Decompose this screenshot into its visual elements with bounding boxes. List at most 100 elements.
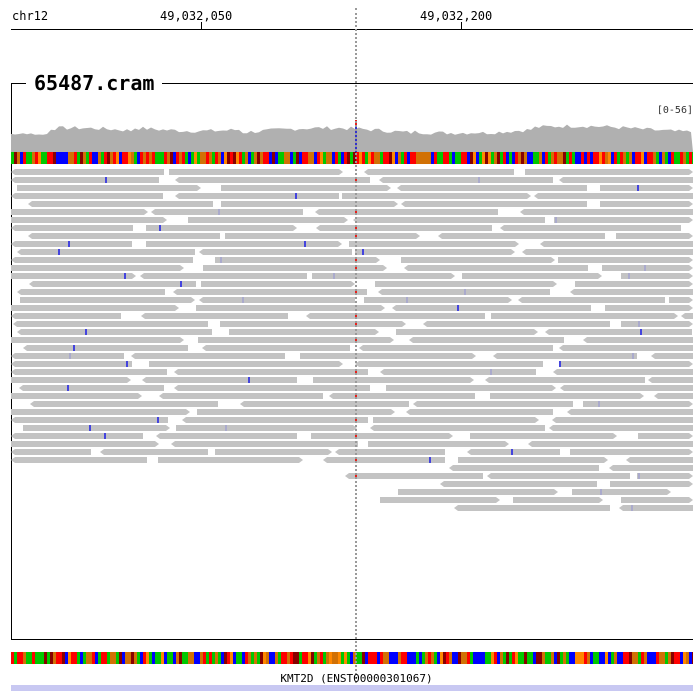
mismatch-base: [429, 457, 431, 463]
mismatch-base: [242, 297, 244, 303]
reference-base: [476, 152, 479, 164]
reference-base: [122, 652, 125, 664]
reference-base: [335, 652, 338, 664]
aligned-read: [11, 393, 142, 399]
aligned-read: [202, 345, 350, 351]
reference-base: [521, 152, 524, 164]
coverage-histogram: [11, 124, 693, 152]
reference-base: [599, 652, 602, 664]
reference-base: [164, 652, 167, 664]
reference-base: [602, 152, 605, 164]
reference-base: [437, 152, 440, 164]
aligned-read: [440, 481, 597, 487]
reference-base: [215, 652, 218, 664]
aligned-read: [401, 201, 587, 207]
reference-base: [455, 152, 458, 164]
aligned-read: [349, 241, 519, 247]
reference-base: [470, 652, 473, 664]
reference-base: [284, 652, 287, 664]
reference-base: [53, 152, 56, 164]
aligned-read: [11, 369, 167, 375]
reference-base: [140, 152, 143, 164]
reference-base: [632, 652, 635, 664]
reference-base: [218, 652, 221, 664]
reference-base: [254, 152, 257, 164]
reference-base: [269, 652, 272, 664]
reference-base: [584, 152, 587, 164]
mismatch-base: [218, 209, 220, 215]
reference-base: [371, 152, 374, 164]
reference-base: [323, 652, 326, 664]
reference-base: [599, 152, 602, 164]
reference-base: [443, 152, 446, 164]
reference-base: [596, 152, 599, 164]
aligned-read: [11, 265, 184, 271]
aligned-read: [520, 209, 693, 215]
aligned-read: [364, 169, 514, 175]
reference-base: [554, 152, 557, 164]
reference-base: [539, 152, 542, 164]
reference-base: [350, 152, 353, 164]
aligned-read: [329, 393, 475, 399]
reference-base: [347, 152, 350, 164]
reference-base: [41, 152, 44, 164]
chromosome-label[interactable]: chr12: [12, 9, 49, 23]
reference-base: [362, 652, 365, 664]
mismatch-base: [632, 353, 634, 359]
mismatch-base: [644, 265, 646, 271]
reference-base: [143, 652, 146, 664]
reference-base: [356, 152, 359, 164]
reference-base: [665, 152, 668, 164]
aligned-read: [651, 353, 693, 359]
aligned-read: [158, 457, 303, 463]
reference-base: [248, 652, 251, 664]
reference-base: [137, 152, 140, 164]
track-name[interactable]: 65487.cram: [26, 71, 163, 95]
reference-base: [263, 152, 266, 164]
reference-base: [197, 652, 200, 664]
reference-base: [317, 652, 320, 664]
reference-base: [509, 152, 512, 164]
reference-base: [314, 152, 317, 164]
reference-base: [53, 652, 56, 664]
aligned-read: [188, 217, 348, 223]
reference-base: [11, 652, 14, 664]
aligned-read: [17, 289, 165, 295]
reference-base: [281, 652, 284, 664]
reference-base: [377, 152, 380, 164]
aligned-read: [215, 257, 380, 263]
alignment-track-panel[interactable]: [11, 83, 693, 640]
reference-base: [413, 652, 416, 664]
reference-base: [167, 652, 170, 664]
aligned-read: [409, 337, 564, 343]
mismatch-base: [180, 281, 182, 287]
aligned-read: [380, 369, 536, 375]
reference-base: [239, 152, 242, 164]
reference-base: [563, 152, 566, 164]
coverage-track[interactable]: [11, 112, 693, 152]
reference-base: [182, 652, 185, 664]
reference-base: [191, 652, 194, 664]
reference-base: [251, 152, 254, 164]
reference-base: [569, 652, 572, 664]
reference-base: [296, 152, 299, 164]
reference-base: [509, 652, 512, 664]
aligned-read: [323, 457, 445, 463]
reference-base: [671, 152, 674, 164]
gene-feature-bar[interactable]: [11, 685, 693, 691]
reference-base: [35, 152, 38, 164]
read-alignments[interactable]: [11, 168, 693, 528]
reference-base: [614, 152, 617, 164]
reference-base: [44, 152, 47, 164]
ruler-axis[interactable]: [11, 29, 693, 30]
reference-base: [479, 652, 482, 664]
reference-base: [233, 152, 236, 164]
reference-base: [86, 652, 89, 664]
reference-base: [458, 152, 461, 164]
reference-base: [338, 652, 341, 664]
aligned-read: [669, 297, 693, 303]
reference-base: [374, 652, 377, 664]
reference-base: [20, 652, 23, 664]
gene-label[interactable]: KMT2D (ENST00000301067): [280, 672, 433, 685]
aligned-read: [619, 505, 693, 511]
